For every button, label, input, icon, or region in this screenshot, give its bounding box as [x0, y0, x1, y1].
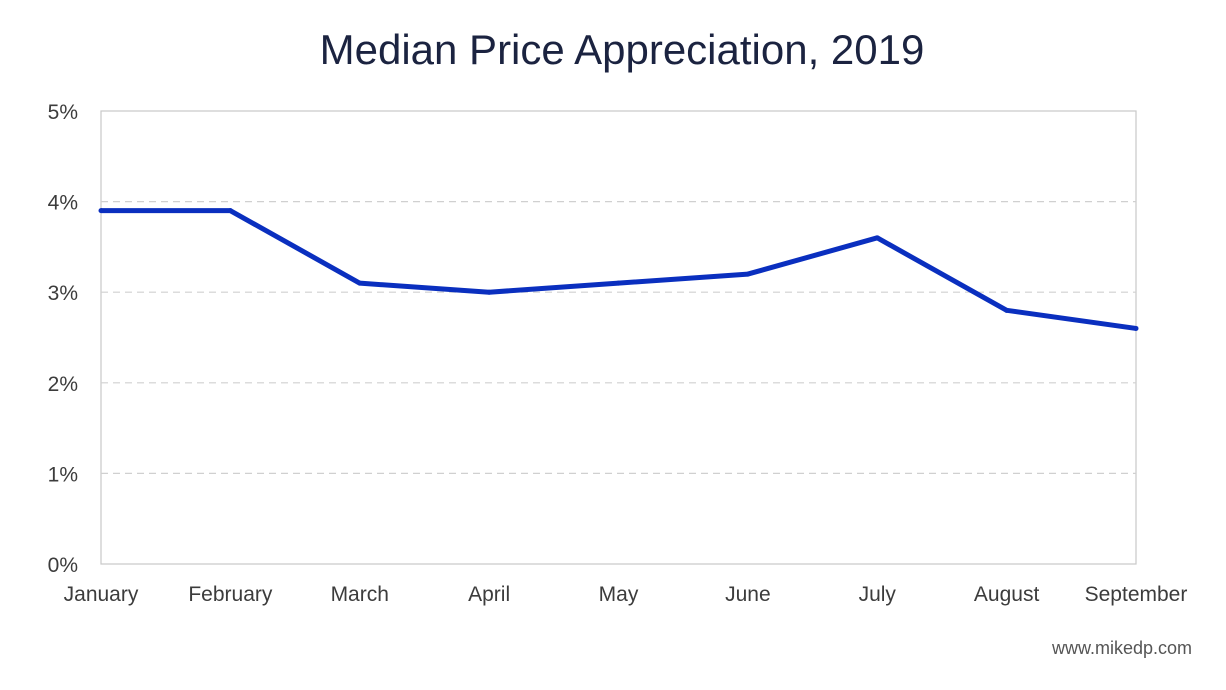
data-point	[1004, 307, 1010, 313]
x-tick-label: January	[64, 583, 139, 606]
data-point	[227, 208, 233, 214]
x-tick-label: September	[1085, 583, 1188, 606]
data-point	[1133, 325, 1139, 331]
source-watermark: www.mikedp.com	[1051, 638, 1192, 658]
plot-area	[100, 110, 1137, 565]
y-tick-label: 1%	[48, 463, 78, 486]
series-line	[101, 208, 1137, 331]
x-tick-label: February	[188, 583, 273, 606]
data-point	[98, 208, 104, 214]
y-axis-ticks: 0% 1% 2% 3% 4% 5%	[48, 101, 78, 577]
y-tick-label: 4%	[48, 192, 78, 215]
x-tick-label: March	[331, 583, 389, 606]
x-tick-label: June	[725, 583, 771, 606]
gridlines	[101, 201, 1136, 474]
data-point	[357, 280, 363, 286]
y-tick-label: 2%	[48, 373, 78, 396]
data-point	[745, 271, 751, 277]
x-tick-label: April	[468, 583, 510, 606]
x-tick-label: July	[859, 583, 897, 606]
data-point	[874, 235, 880, 241]
y-tick-label: 3%	[48, 282, 78, 305]
y-tick-label: 5%	[48, 101, 78, 124]
y-tick-label: 0%	[48, 554, 78, 577]
x-axis-ticks: January February March April May June July Augu…	[64, 583, 1188, 606]
series	[98, 208, 1139, 331]
chart-title: Median Price Appreciation, 2019	[320, 26, 925, 73]
data-point	[616, 280, 621, 286]
data-point	[486, 289, 492, 295]
x-tick-label: May	[599, 583, 639, 606]
x-tick-label: August	[974, 583, 1040, 606]
plot-frame	[100, 110, 1137, 565]
